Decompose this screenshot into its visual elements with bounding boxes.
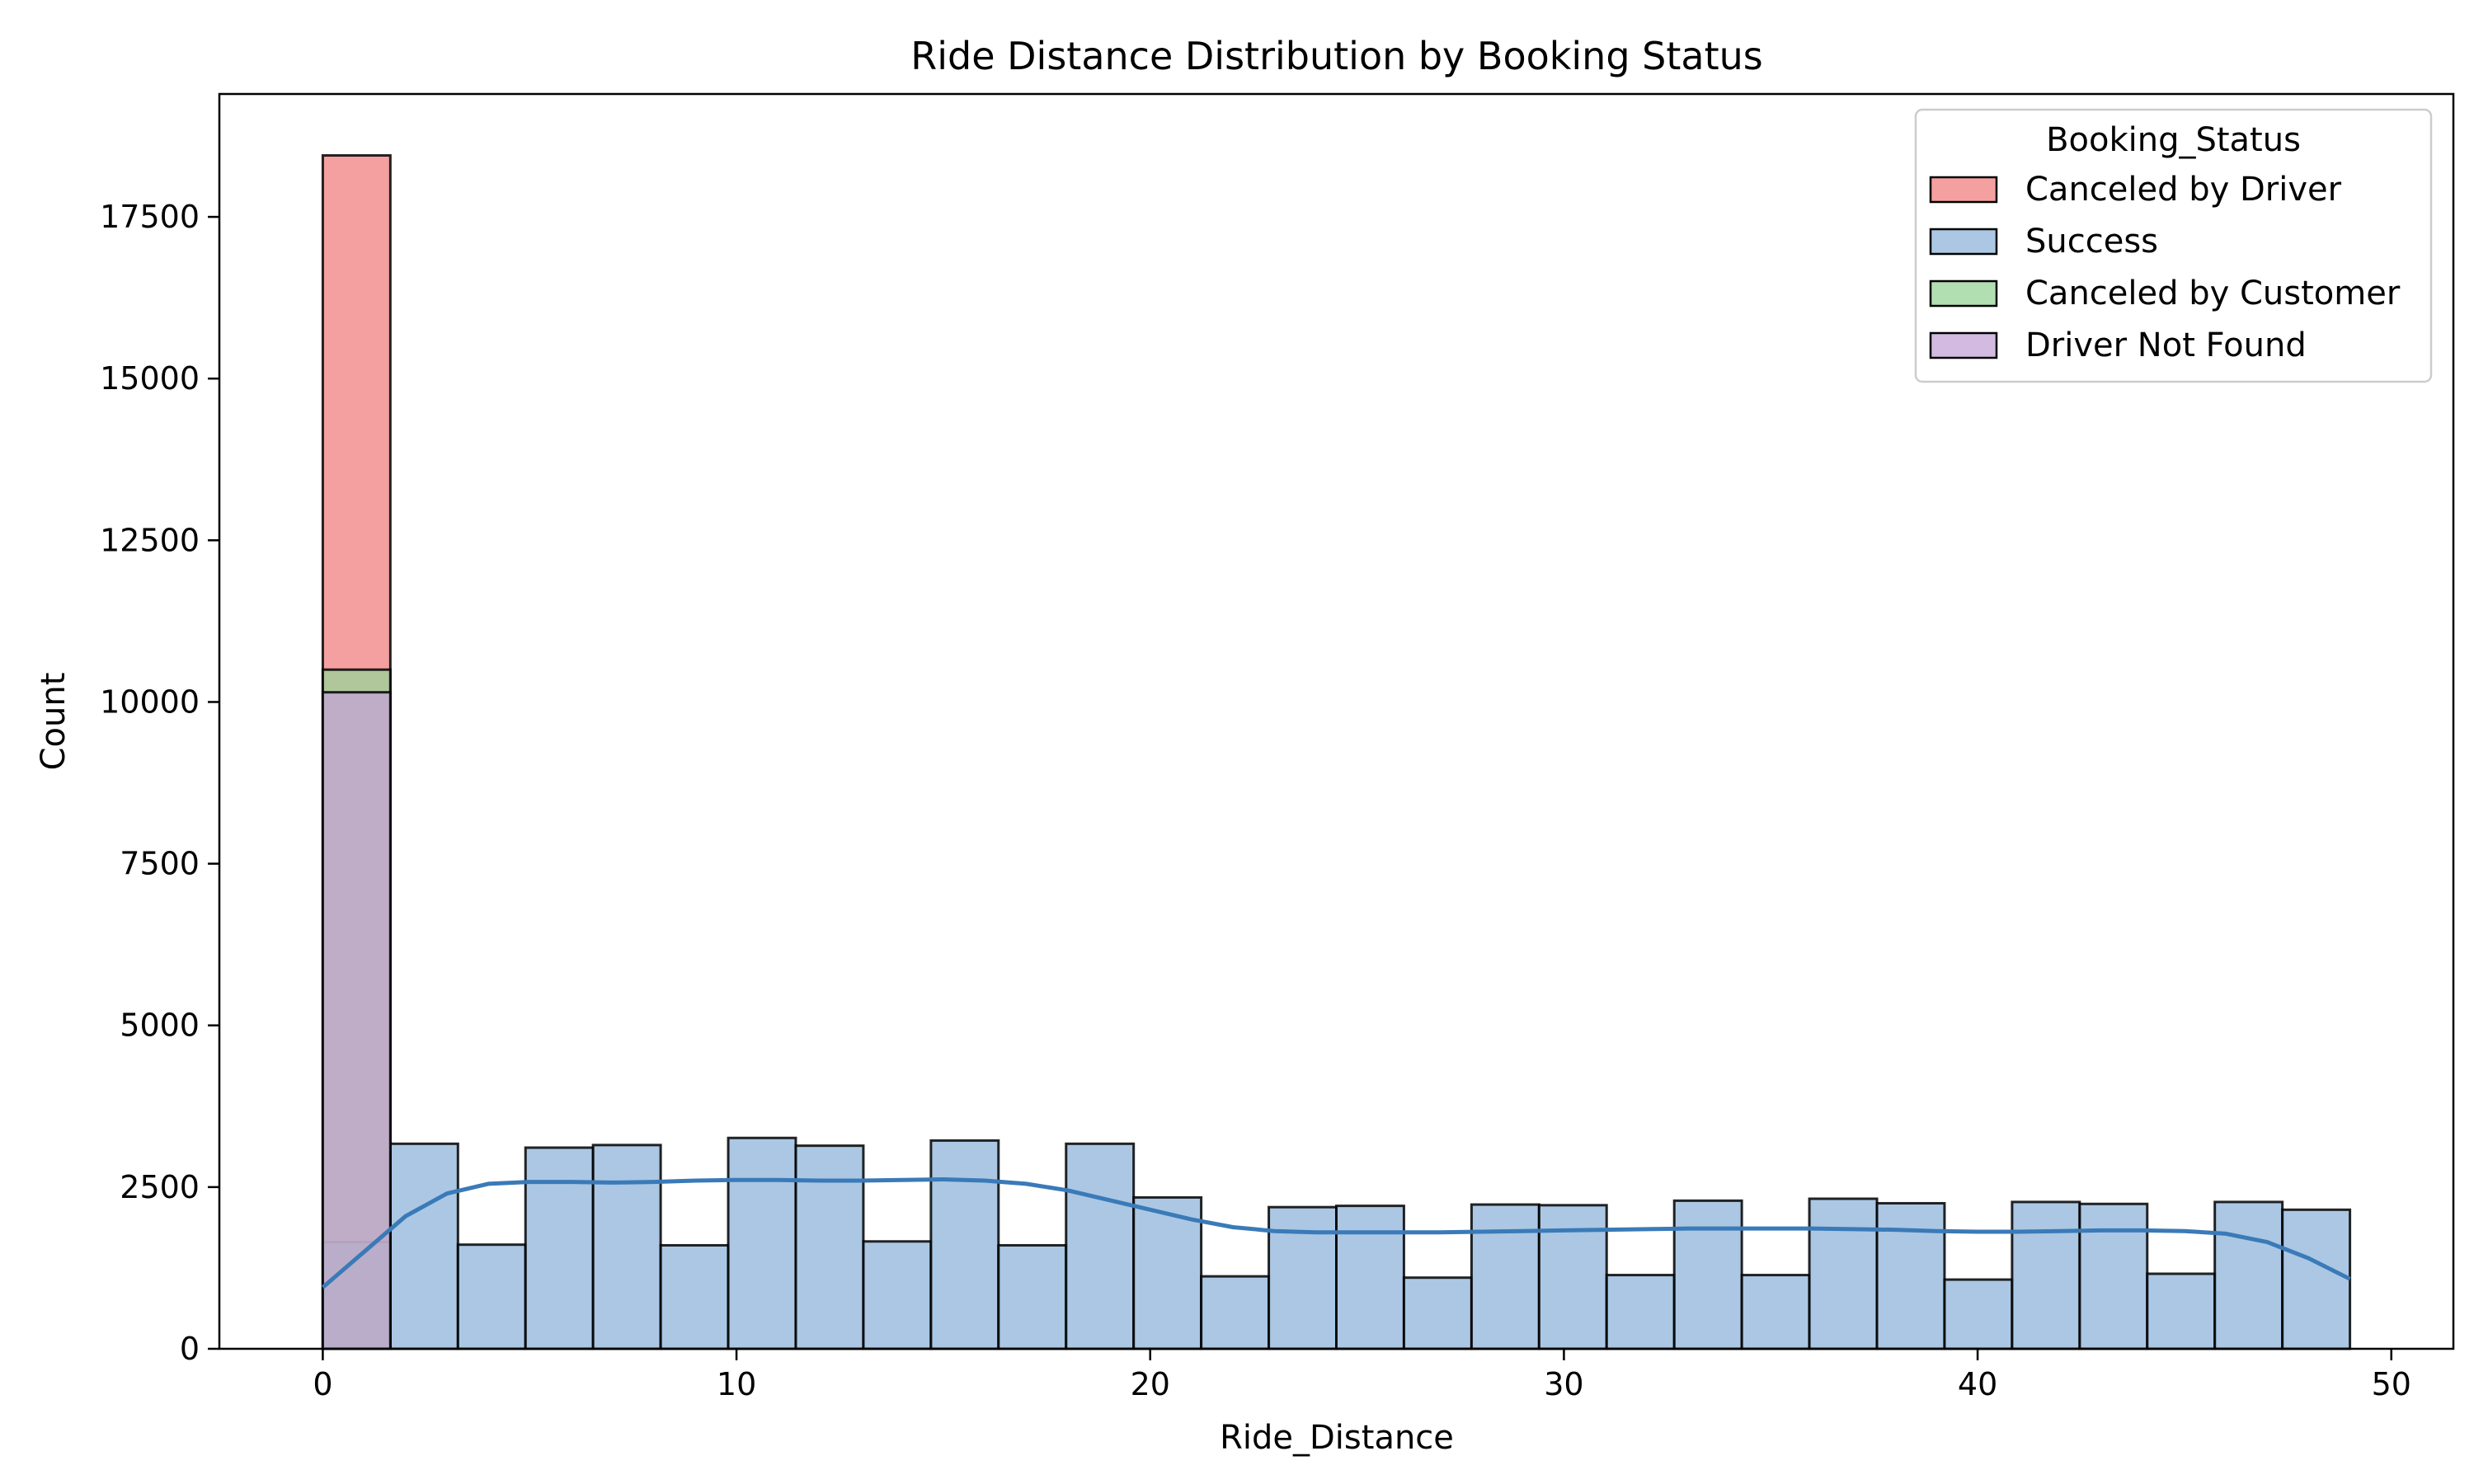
bar-success-7 xyxy=(794,1144,865,1350)
bar-success-15 xyxy=(1335,1205,1405,1350)
y-tick-label-5000: 5000 xyxy=(120,1007,200,1044)
bar-success-22 xyxy=(1808,1197,1879,1350)
bar-success-3 xyxy=(524,1146,595,1350)
legend-entry-canceled-by-driver: Canceled by Driver xyxy=(2025,171,2342,209)
legend-entry-driver-not-found: Driver Not Found xyxy=(2025,326,2307,364)
bar-driver-not-found-0 xyxy=(321,691,392,1350)
legend-swatch-driver-not-found xyxy=(1929,331,1998,359)
bar-success-26 xyxy=(2078,1202,2149,1350)
bar-success-25 xyxy=(2011,1200,2081,1350)
x-tick-label-40: 40 xyxy=(1958,1366,1997,1402)
y-axis-label: Count xyxy=(35,673,73,771)
y-tick-label-15000: 15000 xyxy=(100,360,200,397)
bar-success-21 xyxy=(1740,1274,1811,1350)
bar-success-18 xyxy=(1537,1204,1608,1350)
y-tick-label-7500: 7500 xyxy=(120,846,200,882)
bar-success-4 xyxy=(591,1144,662,1350)
bar-success-8 xyxy=(862,1240,933,1350)
bar-success-19 xyxy=(1605,1274,1676,1350)
bar-success-23 xyxy=(1875,1201,1946,1350)
bar-success-17 xyxy=(1470,1203,1540,1350)
legend-entry-success: Success xyxy=(2025,223,2158,261)
bar-success-27 xyxy=(2146,1272,2217,1350)
bar-success-29 xyxy=(2281,1208,2352,1350)
bar-success-12 xyxy=(1132,1195,1203,1350)
bar-success-20 xyxy=(1672,1199,1743,1350)
y-tick-label-17500: 17500 xyxy=(100,199,200,235)
legend-swatch-canceled-by-driver xyxy=(1929,176,1998,204)
bar-success-10 xyxy=(997,1243,1068,1350)
bar-success-5 xyxy=(659,1243,730,1350)
bar-success-11 xyxy=(1065,1142,1136,1350)
legend-entry-canceled-by-customer: Canceled by Customer xyxy=(2025,275,2401,312)
x-axis-label: Ride_Distance xyxy=(1220,1419,1454,1457)
bar-success-28 xyxy=(2213,1200,2284,1350)
bar-success-14 xyxy=(1268,1205,1338,1350)
y-tick-label-2500: 2500 xyxy=(120,1169,200,1205)
x-tick-label-10: 10 xyxy=(717,1366,756,1402)
legend: Booking_Status Canceled by Driver Success C… xyxy=(1914,108,2433,383)
legend-box xyxy=(1914,108,2433,383)
x-tick-label-30: 30 xyxy=(1544,1366,1583,1402)
bar-success-24 xyxy=(1943,1278,2014,1350)
legend-swatch-canceled-by-customer xyxy=(1929,279,1998,308)
bar-success-2 xyxy=(456,1243,527,1350)
x-tick-label-20: 20 xyxy=(1131,1366,1170,1402)
x-tick-label-0: 0 xyxy=(313,1366,332,1402)
bar-success-13 xyxy=(1200,1275,1271,1350)
y-tick-label-12500: 12500 xyxy=(100,522,200,558)
bar-success-16 xyxy=(1402,1276,1473,1350)
plot-frame xyxy=(218,92,2455,1350)
bar-success-1 xyxy=(388,1142,459,1350)
bar-success-9 xyxy=(929,1139,1000,1350)
y-tick-label-0: 0 xyxy=(180,1331,200,1367)
bar-success-6 xyxy=(727,1136,797,1350)
axes-layer: 0 10 20 30 40 50 0 2500 5000 7500 10000 12500 15000 1… xyxy=(100,92,2455,1402)
y-tick-label-10000: 10000 xyxy=(100,683,200,720)
kde-line-success xyxy=(321,1177,2351,1289)
legend-swatch-success xyxy=(1929,228,1998,256)
legend-title: Booking_Status xyxy=(2046,121,2301,159)
x-tick-label-50: 50 xyxy=(2372,1366,2411,1402)
chart-title: Ride Distance Distribution by Booking St… xyxy=(910,34,1762,78)
kde-layer xyxy=(321,1177,2351,1289)
